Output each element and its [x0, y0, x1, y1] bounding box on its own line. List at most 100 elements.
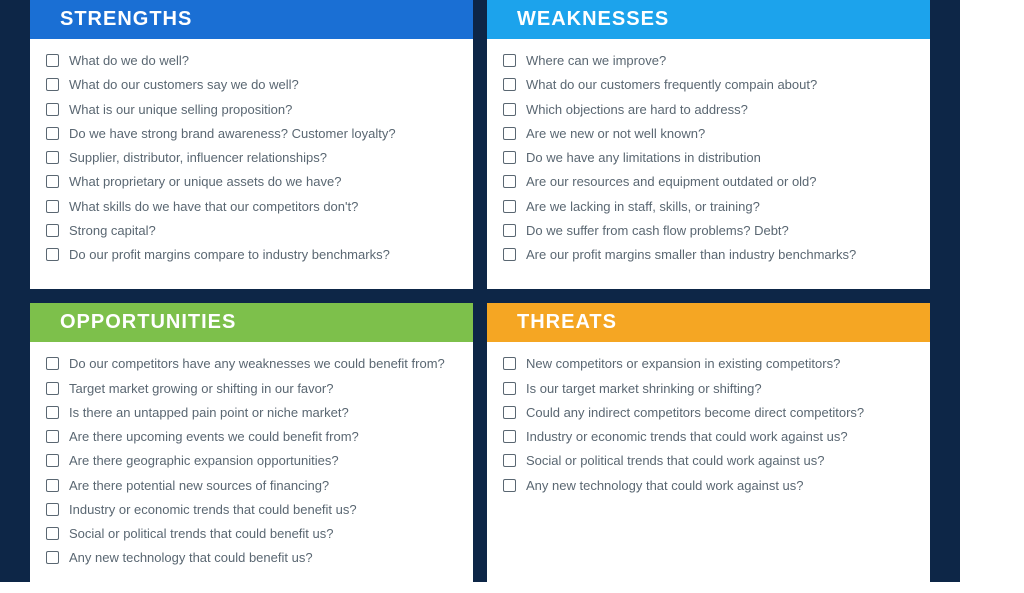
checkbox-icon[interactable]: [503, 248, 516, 261]
checkbox-icon[interactable]: [46, 78, 59, 91]
checkbox-icon[interactable]: [46, 454, 59, 467]
item-text: Do we suffer from cash flow problems? De…: [526, 223, 789, 239]
checkbox-icon[interactable]: [46, 527, 59, 540]
item-text: Target market growing or shifting in our…: [69, 381, 333, 397]
item-text: Which objections are hard to address?: [526, 102, 748, 118]
card-header-weaknesses: WEAKNESSES: [487, 0, 930, 39]
card-threats: THREATS New competitors or expansion in e…: [487, 303, 930, 592]
item-text: Supplier, distributor, influencer relati…: [69, 150, 327, 166]
list-item: Are our resources and equipment outdated…: [503, 174, 914, 190]
checkbox-icon[interactable]: [46, 127, 59, 140]
list-item: Any new technology that could benefit us…: [46, 550, 457, 566]
list-item: Supplier, distributor, influencer relati…: [46, 150, 457, 166]
list-item: What do our customers say we do well?: [46, 77, 457, 93]
list-item: Do our competitors have any weaknesses w…: [46, 356, 457, 372]
checkbox-icon[interactable]: [503, 382, 516, 395]
list-item: Are there upcoming events we could benef…: [46, 429, 457, 445]
list-item: Industry or economic trends that could b…: [46, 502, 457, 518]
item-text: What do we do well?: [69, 53, 189, 69]
card-body-opportunities: Do our competitors have any weaknesses w…: [30, 342, 473, 592]
item-text: Are our profit margins smaller than indu…: [526, 247, 856, 263]
item-text: Are there potential new sources of finan…: [69, 478, 329, 494]
list-item: Any new technology that could work again…: [503, 478, 914, 494]
swot-grid: STRENGTHS What do we do well? What do our …: [0, 0, 960, 593]
checkbox-icon[interactable]: [46, 430, 59, 443]
checkbox-icon[interactable]: [46, 175, 59, 188]
list-item: Are our profit margins smaller than indu…: [503, 247, 914, 263]
item-text: Where can we improve?: [526, 53, 666, 69]
item-text: What do our customers frequently compain…: [526, 77, 817, 93]
checkbox-icon[interactable]: [503, 430, 516, 443]
checkbox-icon[interactable]: [503, 224, 516, 237]
list-item: Do we suffer from cash flow problems? De…: [503, 223, 914, 239]
item-text: Any new technology that could benefit us…: [69, 550, 313, 566]
list-item: Are there geographic expansion opportuni…: [46, 453, 457, 469]
checkbox-icon[interactable]: [46, 382, 59, 395]
checkbox-icon[interactable]: [46, 479, 59, 492]
checkbox-icon[interactable]: [503, 54, 516, 67]
card-opportunities: OPPORTUNITIESDo our competitors have any…: [30, 303, 473, 592]
list-item: Strong capital?: [46, 223, 457, 239]
checkbox-icon[interactable]: [503, 175, 516, 188]
list-item: What proprietary or unique assets do we …: [46, 174, 457, 190]
checkbox-icon[interactable]: [503, 454, 516, 467]
list-item: What skills do we have that our competit…: [46, 199, 457, 215]
item-text: Do we have strong brand awareness? Custo…: [69, 126, 396, 142]
item-text: New competitors or expansion in existing…: [526, 356, 840, 372]
card-header-threats: THREATS: [487, 303, 930, 342]
checkbox-icon[interactable]: [503, 78, 516, 91]
checkbox-icon[interactable]: [46, 103, 59, 116]
item-text: Is there an untapped pain point or niche…: [69, 405, 349, 421]
item-text: Are we new or not well known?: [526, 126, 705, 142]
item-text: Social or political trends that could be…: [69, 526, 334, 542]
checkbox-icon[interactable]: [503, 103, 516, 116]
list-item: Do we have strong brand awareness? Custo…: [46, 126, 457, 142]
checkbox-icon[interactable]: [503, 479, 516, 492]
list-item: Which objections are hard to address?: [503, 102, 914, 118]
item-text: Strong capital?: [69, 223, 156, 239]
item-text: Industry or economic trends that could b…: [69, 502, 357, 518]
list-item: Is our target market shrinking or shifti…: [503, 381, 914, 397]
item-text: Any new technology that could work again…: [526, 478, 804, 494]
list-item: Where can we improve?: [503, 53, 914, 69]
checkbox-icon[interactable]: [46, 406, 59, 419]
checkbox-icon[interactable]: [46, 200, 59, 213]
card-weaknesses: WEAKNESSES Where can we improve? What do o…: [487, 0, 930, 289]
checkbox-icon[interactable]: [46, 551, 59, 564]
card-header-strengths: STRENGTHS: [30, 0, 473, 39]
checkbox-icon[interactable]: [46, 248, 59, 261]
checkbox-icon[interactable]: [503, 357, 516, 370]
checkbox-icon[interactable]: [46, 503, 59, 516]
checkbox-icon[interactable]: [46, 357, 59, 370]
item-text: What skills do we have that our competit…: [69, 199, 358, 215]
checkbox-icon[interactable]: [503, 406, 516, 419]
list-item: Industry or economic trends that could w…: [503, 429, 914, 445]
checkbox-icon[interactable]: [46, 54, 59, 67]
list-item: Target market growing or shifting in our…: [46, 381, 457, 397]
list-item: Are we new or not well known?: [503, 126, 914, 142]
checkbox-icon[interactable]: [46, 224, 59, 237]
list-item: Are we lacking in staff, skills, or trai…: [503, 199, 914, 215]
swot-frame: STRENGTHS What do we do well? What do our …: [0, 0, 960, 582]
checkbox-icon[interactable]: [503, 151, 516, 164]
item-text: Could any indirect competitors become di…: [526, 405, 864, 421]
item-text: Do our competitors have any weaknesses w…: [69, 356, 445, 372]
card-strengths: STRENGTHS What do we do well? What do our …: [30, 0, 473, 289]
list-item: Do our profit margins compare to industr…: [46, 247, 457, 263]
list-item: What do our customers frequently compain…: [503, 77, 914, 93]
checkbox-icon[interactable]: [503, 200, 516, 213]
checkbox-icon[interactable]: [46, 151, 59, 164]
item-text: Do our profit margins compare to industr…: [69, 247, 390, 263]
list-item: What do we do well?: [46, 53, 457, 69]
card-body-weaknesses: Where can we improve? What do our custome…: [487, 39, 930, 289]
item-text: What is our unique selling proposition?: [69, 102, 292, 118]
item-text: Social or political trends that could wo…: [526, 453, 824, 469]
checkbox-icon[interactable]: [503, 127, 516, 140]
list-item: Do we have any limitations in distributi…: [503, 150, 914, 166]
card-body-threats: New competitors or expansion in existing…: [487, 342, 930, 520]
item-text: Is our target market shrinking or shifti…: [526, 381, 762, 397]
list-item: Social or political trends that could be…: [46, 526, 457, 542]
item-text: Are our resources and equipment outdated…: [526, 174, 817, 190]
list-item: Is there an untapped pain point or niche…: [46, 405, 457, 421]
list-item: What is our unique selling proposition?: [46, 102, 457, 118]
